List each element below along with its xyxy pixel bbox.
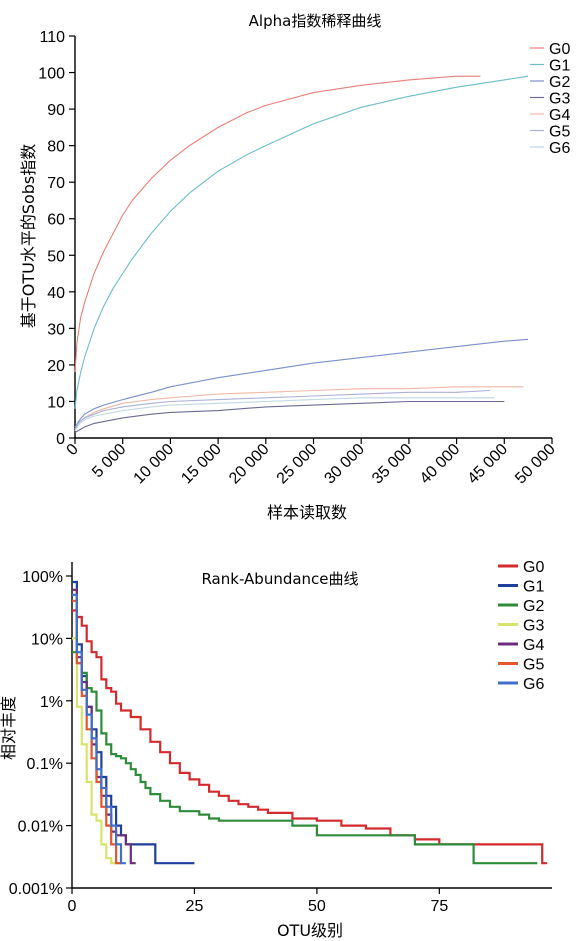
- legend-label-g4: G4: [549, 107, 570, 124]
- x-tick-label: 0: [64, 441, 82, 459]
- x-axis-title: OTU级别: [277, 921, 343, 940]
- series-line-g3: [74, 400, 505, 433]
- x-tick-label: 20 000: [226, 441, 273, 488]
- x-tick-label: 35 000: [369, 441, 416, 488]
- x-tick-label: 50 000: [512, 441, 559, 488]
- series-line-g2: [72, 651, 538, 865]
- chart-title: Alpha指数稀释曲线: [249, 12, 382, 30]
- x-tick-label: 40 000: [417, 441, 464, 488]
- y-tick-label: 40: [47, 285, 65, 302]
- legend-label-g1: G1: [549, 58, 570, 75]
- y-tick-label: 10%: [31, 631, 63, 648]
- y-tick-label: 30: [47, 321, 65, 338]
- y-tick-label: 100: [38, 66, 65, 83]
- legend-label-g1: G1: [523, 579, 544, 596]
- y-tick-label: 90: [47, 102, 65, 119]
- legend-label-g3: G3: [523, 618, 544, 635]
- y-tick-label: 60: [47, 212, 65, 229]
- x-tick-label: 45 000: [465, 441, 512, 488]
- y-tick-label: 80: [47, 139, 65, 156]
- series-line-g6: [72, 593, 126, 865]
- y-tick-label: 0.01%: [18, 819, 63, 836]
- series-line-g3: [72, 637, 121, 865]
- legend-label-g5: G5: [523, 657, 544, 674]
- series-line-g0: [72, 609, 548, 865]
- x-tick-label: 75: [430, 898, 448, 915]
- x-tick-label: 30 000: [321, 441, 368, 488]
- series-line-g5: [74, 389, 491, 430]
- y-tick-label: 70: [47, 175, 65, 192]
- y-tick-label: 0.001%: [9, 881, 63, 898]
- x-tick-label: 25 000: [274, 441, 321, 488]
- legend-label-g2: G2: [523, 598, 544, 615]
- series-line-g2: [74, 338, 529, 428]
- series-line-g1: [74, 75, 529, 409]
- y-tick-label: 0.1%: [27, 756, 63, 773]
- y-tick-label: 20: [47, 358, 65, 375]
- y-axis-title: 基于OTU水平的Sobs指数: [19, 144, 38, 329]
- y-tick-label: 50: [47, 248, 65, 265]
- legend-label-g0: G0: [549, 41, 570, 58]
- legend-label-g5: G5: [549, 124, 570, 141]
- legend-label-g6: G6: [523, 676, 544, 693]
- legend-label-g2: G2: [549, 74, 570, 91]
- x-tick-label: 50: [308, 898, 326, 915]
- legend-label-g3: G3: [549, 91, 570, 108]
- x-tick-label: 0: [68, 898, 77, 915]
- chart-title: Rank-Abundance曲线: [201, 570, 358, 588]
- y-tick-label: 100%: [22, 569, 63, 586]
- y-tick-label: 10: [47, 394, 65, 411]
- series-line-g1: [72, 580, 195, 865]
- legend-label-g4: G4: [523, 637, 544, 654]
- series-line-g0: [74, 75, 481, 373]
- series-line-g4: [74, 386, 524, 431]
- x-tick-label: 5 000: [89, 441, 129, 481]
- y-tick-label: 1%: [40, 694, 63, 711]
- x-tick-label: 10 000: [131, 441, 178, 488]
- series-line-g6: [74, 397, 495, 432]
- legend-label-g0: G0: [523, 559, 544, 576]
- rarefaction-chart: Alpha指数稀释曲线 样本读取数 基于OTU水平的Sobs指数 0 10 20 30…: [19, 12, 570, 522]
- x-axis-title: 样本读取数: [267, 503, 347, 522]
- x-tick-label: 15 000: [178, 441, 225, 488]
- y-axis-title: 相对丰度: [0, 696, 18, 760]
- y-tick-label: 0: [56, 431, 65, 448]
- y-tick-label: 110: [39, 29, 65, 46]
- legend-label-g6: G6: [549, 140, 570, 157]
- x-tick-label: 25: [186, 898, 204, 915]
- rank-abundance-chart: Rank-Abundance曲线 OTU级别 相对丰度 0.001% 0.01% 0…: [0, 559, 552, 940]
